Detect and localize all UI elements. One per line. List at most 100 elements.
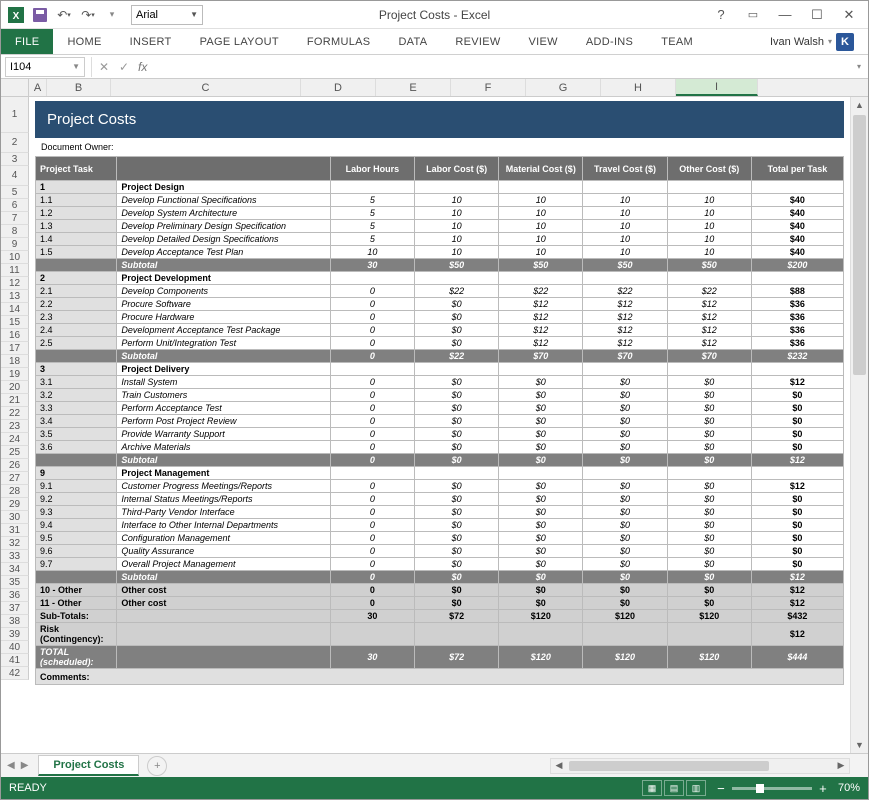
cell[interactable]: $0 <box>751 506 843 519</box>
cell[interactable]: 9.5 <box>36 532 117 545</box>
cell[interactable]: 0 <box>330 441 414 454</box>
zoom-in-button[interactable]: + <box>816 781 830 795</box>
cell[interactable]: $12 <box>751 454 843 467</box>
cell[interactable]: $0 <box>667 597 751 610</box>
task-row[interactable]: 9.6Quality Assurance0$0$0$0$0$0 <box>36 545 844 558</box>
cell[interactable]: $0 <box>414 428 498 441</box>
zoom-slider-track[interactable] <box>732 787 812 790</box>
scroll-up-icon[interactable]: ▲ <box>851 97 868 113</box>
cell[interactable]: 2 <box>36 272 117 285</box>
cell[interactable]: Develop Acceptance Test Plan <box>117 246 330 259</box>
row-header-16[interactable]: 16 <box>1 329 29 342</box>
cell[interactable]: $0 <box>667 376 751 389</box>
cell[interactable]: 0 <box>330 532 414 545</box>
cell[interactable]: $12 <box>667 298 751 311</box>
cell[interactable]: 10 <box>583 233 667 246</box>
cell[interactable] <box>751 272 843 285</box>
font-selector[interactable]: Arial ▼ <box>131 5 203 25</box>
cell[interactable]: $120 <box>583 610 667 623</box>
page-layout-view-icon[interactable]: ▤ <box>664 780 684 796</box>
cell[interactable]: $0 <box>751 428 843 441</box>
cell[interactable]: $40 <box>751 220 843 233</box>
cell[interactable]: 0 <box>330 428 414 441</box>
cell[interactable]: $0 <box>751 389 843 402</box>
cell[interactable]: 0 <box>330 545 414 558</box>
cell[interactable]: 10 <box>414 246 498 259</box>
cell[interactable]: 1.3 <box>36 220 117 233</box>
tab-view[interactable]: VIEW <box>515 29 572 54</box>
other-row[interactable]: 10 - OtherOther cost0$0$0$0$0$12 <box>36 584 844 597</box>
cell[interactable]: Project Design <box>117 181 330 194</box>
task-row[interactable]: 9.3Third-Party Vendor Interface0$0$0$0$0… <box>36 506 844 519</box>
cell[interactable]: $0 <box>583 389 667 402</box>
cell[interactable]: $120 <box>667 610 751 623</box>
total-row[interactable]: TOTAL (scheduled):30$72$120$120$120$444 <box>36 646 844 669</box>
cell[interactable]: $0 <box>751 519 843 532</box>
cell[interactable] <box>583 363 667 376</box>
cell[interactable]: 0 <box>330 571 414 584</box>
cell[interactable]: Development Acceptance Test Package <box>117 324 330 337</box>
cell[interactable]: $0 <box>667 506 751 519</box>
cell[interactable]: $50 <box>667 259 751 272</box>
cell[interactable]: $22 <box>583 285 667 298</box>
cell[interactable]: $40 <box>751 207 843 220</box>
cell[interactable]: 3.1 <box>36 376 117 389</box>
column-header-C[interactable]: C <box>111 79 301 96</box>
cell[interactable]: $0 <box>667 402 751 415</box>
cell[interactable]: 11 - Other <box>36 597 117 610</box>
cell[interactable]: $0 <box>583 597 667 610</box>
task-row[interactable]: 9.1Customer Progress Meetings/Reports0$0… <box>36 480 844 493</box>
cell[interactable]: Subtotal <box>117 350 330 363</box>
cell[interactable]: 10 <box>499 194 583 207</box>
cell[interactable]: $0 <box>499 597 583 610</box>
cell[interactable]: Sub-Totals: <box>36 610 117 623</box>
task-row[interactable]: 3.6Archive Materials0$0$0$0$0$0 <box>36 441 844 454</box>
cell[interactable]: Other cost <box>117 597 330 610</box>
maximize-button[interactable]: ☐ <box>802 4 832 26</box>
cell[interactable]: 10 <box>583 194 667 207</box>
cell[interactable]: $0 <box>499 415 583 428</box>
cell[interactable]: 3.2 <box>36 389 117 402</box>
cell[interactable]: 0 <box>330 558 414 571</box>
redo-icon[interactable]: ↷▾ <box>77 4 99 26</box>
row-header-6[interactable]: 6 <box>1 199 29 212</box>
cell[interactable]: $0 <box>499 402 583 415</box>
cell[interactable]: $72 <box>414 646 498 669</box>
cell[interactable] <box>499 363 583 376</box>
cell[interactable]: $0 <box>414 298 498 311</box>
cell[interactable]: $0 <box>751 545 843 558</box>
cell[interactable]: Customer Progress Meetings/Reports <box>117 480 330 493</box>
cell[interactable]: $12 <box>751 623 843 646</box>
cell[interactable]: 3.6 <box>36 441 117 454</box>
cell[interactable]: $0 <box>667 519 751 532</box>
row-header-12[interactable]: 12 <box>1 277 29 290</box>
cell[interactable] <box>36 454 117 467</box>
cell[interactable]: 0 <box>330 324 414 337</box>
enter-icon[interactable]: ✓ <box>114 57 134 77</box>
undo-icon[interactable]: ↶▾ <box>53 4 75 26</box>
cell[interactable] <box>499 467 583 480</box>
cell[interactable]: 9.3 <box>36 506 117 519</box>
row-header-35[interactable]: 35 <box>1 576 29 589</box>
cell[interactable]: 0 <box>330 285 414 298</box>
cell[interactable]: $0 <box>751 441 843 454</box>
cell[interactable] <box>414 181 498 194</box>
cell[interactable]: 0 <box>330 480 414 493</box>
cell[interactable] <box>330 623 414 646</box>
tab-addins[interactable]: ADD-INS <box>572 29 647 54</box>
cell[interactable]: $0 <box>751 493 843 506</box>
task-row[interactable]: 3.1Install System0$0$0$0$0$12 <box>36 376 844 389</box>
cell[interactable]: Configuration Management <box>117 532 330 545</box>
row-header-10[interactable]: 10 <box>1 251 29 264</box>
cell[interactable]: 0 <box>330 415 414 428</box>
cell[interactable]: 0 <box>330 454 414 467</box>
cell[interactable]: Develop Preliminary Design Specification <box>117 220 330 233</box>
cell[interactable]: $36 <box>751 337 843 350</box>
cell[interactable]: $40 <box>751 194 843 207</box>
cell[interactable]: 1.1 <box>36 194 117 207</box>
cell[interactable]: $12 <box>583 298 667 311</box>
cell[interactable]: $40 <box>751 233 843 246</box>
cell[interactable]: $0 <box>751 402 843 415</box>
vertical-scrollbar[interactable]: ▲ ▼ <box>850 97 868 753</box>
tab-home[interactable]: HOME <box>53 29 115 54</box>
